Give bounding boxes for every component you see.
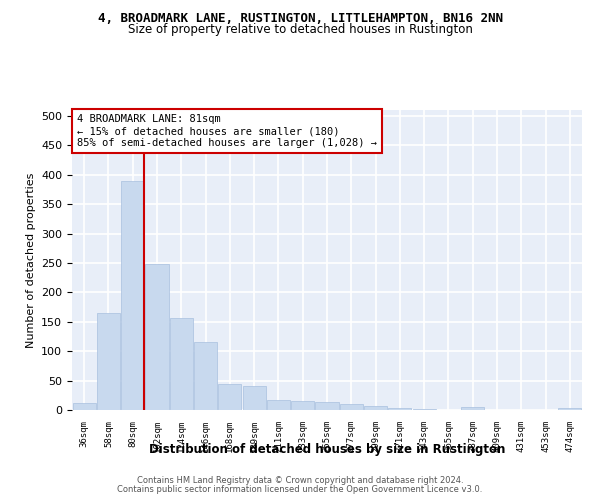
Bar — [364, 406, 387, 410]
Text: Contains HM Land Registry data © Crown copyright and database right 2024.: Contains HM Land Registry data © Crown c… — [137, 476, 463, 485]
Bar — [194, 342, 217, 410]
Bar — [242, 386, 266, 410]
Text: 4 BROADMARK LANE: 81sqm
← 15% of detached houses are smaller (180)
85% of semi-d: 4 BROADMARK LANE: 81sqm ← 15% of detache… — [77, 114, 377, 148]
Bar — [340, 404, 363, 410]
Bar — [73, 403, 95, 410]
Text: Size of property relative to detached houses in Rustington: Size of property relative to detached ho… — [128, 22, 472, 36]
Bar — [388, 408, 412, 410]
Bar — [121, 180, 144, 410]
Y-axis label: Number of detached properties: Number of detached properties — [26, 172, 35, 348]
Bar — [218, 384, 241, 410]
Bar — [145, 264, 169, 410]
Bar — [316, 402, 338, 410]
Text: 4, BROADMARK LANE, RUSTINGTON, LITTLEHAMPTON, BN16 2NN: 4, BROADMARK LANE, RUSTINGTON, LITTLEHAM… — [97, 12, 503, 26]
Text: Distribution of detached houses by size in Rustington: Distribution of detached houses by size … — [149, 442, 505, 456]
Text: Contains public sector information licensed under the Open Government Licence v3: Contains public sector information licen… — [118, 485, 482, 494]
Bar — [170, 318, 193, 410]
Bar — [461, 407, 484, 410]
Bar — [291, 400, 314, 410]
Bar — [559, 408, 581, 410]
Bar — [267, 400, 290, 410]
Bar — [413, 409, 436, 410]
Bar — [97, 313, 120, 410]
